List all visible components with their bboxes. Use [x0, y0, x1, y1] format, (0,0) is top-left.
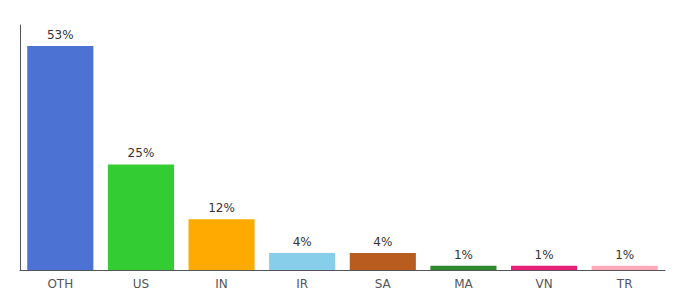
svg-text:4%: 4%	[373, 235, 392, 249]
svg-text:12%: 12%	[208, 201, 235, 215]
svg-text:MA: MA	[454, 277, 473, 291]
svg-text:1%: 1%	[535, 248, 554, 262]
svg-text:OTH: OTH	[47, 277, 73, 291]
svg-text:VN: VN	[535, 277, 552, 291]
svg-text:25%: 25%	[128, 146, 155, 160]
svg-text:1%: 1%	[454, 248, 473, 262]
svg-text:IR: IR	[296, 277, 308, 291]
svg-text:IN: IN	[215, 277, 228, 291]
svg-text:TR: TR	[616, 277, 633, 291]
svg-text:53%: 53%	[47, 28, 74, 42]
svg-text:US: US	[133, 277, 149, 291]
svg-text:SA: SA	[375, 277, 392, 291]
svg-text:1%: 1%	[615, 248, 634, 262]
svg-text:4%: 4%	[293, 235, 312, 249]
